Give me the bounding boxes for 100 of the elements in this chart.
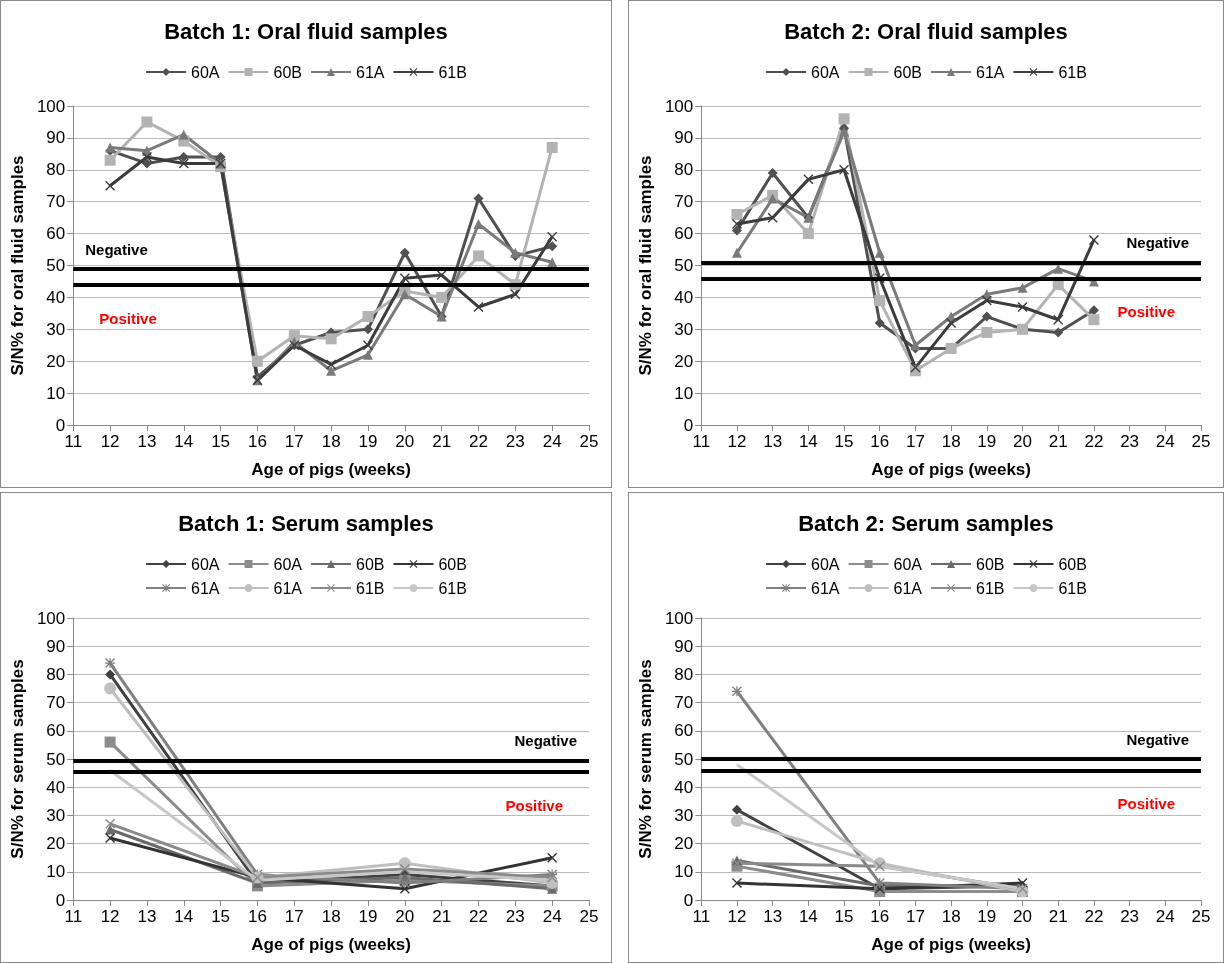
x-axis-title: Age of pigs (weeks) [251,935,411,954]
legend-label: 61A [976,63,1005,81]
x-axis-title: Age of pigs (weeks) [251,460,411,479]
x-tick-label: 20 [1013,432,1032,451]
y-axis-title: S/N% for serum samples [8,659,27,859]
x-tick-label: 14 [174,907,194,926]
ref-line-label: Negative [514,732,577,750]
x-tick-label: 17 [284,907,304,926]
x-tick-label: 14 [798,432,818,451]
x-tick-label: 23 [1120,432,1140,451]
x-tick-label: 11 [692,907,711,926]
x-tick-label: 13 [137,432,157,451]
y-tick-label: 60 [674,224,694,244]
legend-label: 61A [356,63,385,81]
legend-label: 60A [191,555,220,573]
y-tick-label: 50 [674,256,694,275]
x-tick-label: 19 [977,432,997,451]
x-tick-label: 11 [692,432,711,451]
legend-label: 61B [1058,63,1087,81]
legend-label: 60A [893,555,923,573]
x-tick-label: 12 [100,907,120,926]
y-tick-label: 30 [46,319,66,339]
y-axis-title: S/N% for oral fluid samples [8,155,27,376]
y-tick-label: 30 [674,805,694,825]
x-tick-label: 24 [1155,432,1175,451]
y-tick-label: 60 [46,721,66,741]
y-tick-label: 90 [674,636,694,656]
y-tick-label: 60 [674,721,694,741]
legend-label: 61B [356,579,385,597]
legend-label: 61A [191,579,220,597]
y-tick-label: 20 [46,351,66,371]
x-tick-label: 15 [834,907,854,926]
legend-label: 61B [976,579,1005,597]
x-tick-label: 11 [64,432,83,451]
x-tick-label: 15 [211,907,231,926]
y-tick-label: 90 [674,128,694,148]
y-tick-label: 40 [674,287,694,307]
x-tick-label: 15 [834,432,854,451]
y-tick-label: 90 [46,636,66,656]
x-tick-label: 24 [542,907,562,926]
ref-line-label: Positive [1117,303,1175,321]
y-tick-label: 70 [674,693,694,713]
legend-label: 60B [893,63,922,81]
y-tick-label: 60 [46,224,66,244]
x-tick-label: 21 [432,432,452,451]
y-tick-label: 50 [674,749,694,769]
x-tick-label: 22 [469,432,488,451]
y-tick-label: 40 [674,777,694,797]
x-tick-label: 24 [542,432,562,451]
x-tick-label: 22 [1084,907,1104,926]
x-tick-label: 19 [358,907,378,926]
x-tick-label: 16 [247,432,267,451]
legend-label: 61A [273,579,303,597]
y-tick-label: 70 [674,192,694,212]
y-tick-label: 0 [683,415,694,435]
x-tick-label: 23 [505,432,525,451]
y-tick-label: 80 [674,160,694,180]
x-tick-label: 17 [284,432,304,451]
x-tick-label: 18 [321,907,341,926]
x-tick-label: 24 [1155,907,1175,926]
y-tick-label: 30 [46,805,66,825]
x-tick-label: 16 [247,907,267,926]
ref-line-label: Negative [1126,234,1189,252]
x-tick-label: 25 [1191,432,1211,451]
legend-label: 61B [1058,579,1087,597]
legend-label: 60B [356,555,385,573]
x-tick-label: 12 [100,432,120,451]
x-tick-label: 23 [1120,907,1140,926]
y-tick-label: 40 [46,777,66,797]
x-tick-label: 21 [1048,907,1068,926]
x-tick-label: 23 [505,907,525,926]
x-tick-label: 13 [763,432,783,451]
x-tick-label: 22 [469,907,488,926]
x-tick-label: 17 [905,907,925,926]
legend-label: 61A [811,579,840,597]
y-tick-label: 10 [674,383,694,403]
x-tick-label: 13 [763,907,783,926]
x-tick-label: 18 [941,907,961,926]
ref-line-label: Positive [1117,795,1175,813]
x-tick-label: 12 [727,432,747,451]
legend-label: 60B [273,63,302,81]
y-tick-label: 50 [46,749,66,769]
y-tick-label: 100 [36,608,66,628]
y-tick-label: 20 [46,834,66,854]
x-tick-label: 21 [1048,432,1068,451]
x-tick-label: 16 [870,907,890,926]
x-tick-label: 21 [432,907,452,926]
legend-label: 60B [438,555,467,573]
y-tick-label: 0 [683,890,694,910]
legend-label: 60A [191,63,220,81]
ref-line-label: Positive [505,796,563,814]
chart-title: Batch 1: Serum samples [178,510,434,536]
x-tick-label: 20 [1013,907,1032,926]
legend-label: 61B [438,63,467,81]
x-tick-label: 13 [137,907,157,926]
x-axis-title: Age of pigs (weeks) [871,935,1031,954]
y-tick-label: 100 [664,96,694,116]
ref-line-label: Negative [85,240,148,258]
y-tick-label: 30 [674,319,694,339]
y-tick-label: 100 [664,608,694,628]
